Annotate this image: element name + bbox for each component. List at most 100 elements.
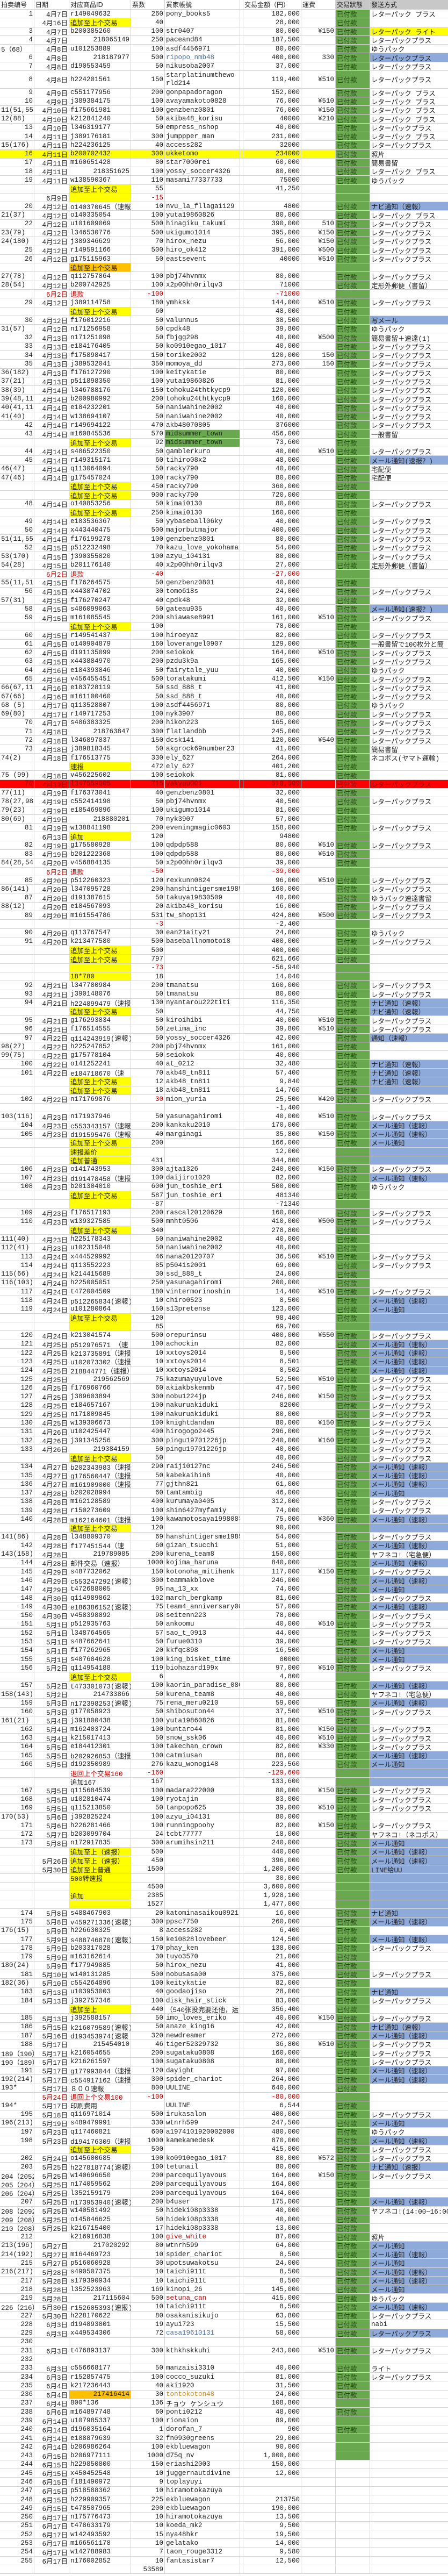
cell-amount[interactable]: 9,500: [243, 2521, 301, 2530]
cell-date[interactable]: 4月11日: [34, 158, 69, 167]
cell-status[interactable]: 已付款: [336, 132, 370, 141]
cell-amount[interactable]: 24,000: [243, 2390, 301, 2399]
cell-status[interactable]: 已付款: [336, 1366, 370, 1375]
cell-delivery-method[interactable]: レターパックプラス: [371, 1438, 432, 1445]
cell-tickets[interactable]: 10: [131, 2486, 165, 2495]
cell-auction-no[interactable]: 243: [0, 2451, 34, 2460]
cell-auction-no[interactable]: [0, 1454, 34, 1462]
cell-delivery-method[interactable]: レターパック プラス: [371, 90, 436, 97]
cell-item-id[interactable]: 217416414: [69, 2390, 131, 2399]
cell-item-id[interactable]: w142788983: [69, 2548, 131, 2556]
cell-amount[interactable]: [243, 2355, 301, 2364]
cell-buyer-account[interactable]: kamekamedesk: [165, 2136, 240, 2145]
cell-amount[interactable]: 29,000: [243, 2434, 301, 2443]
cell-date[interactable]: 4月15日: [34, 613, 69, 622]
cell-amount[interactable]: 120,000: [243, 736, 301, 745]
cell-status[interactable]: 已付款: [336, 2241, 370, 2250]
cell-buyer-account[interactable]: b4user: [165, 2198, 240, 2206]
cell-auction-no[interactable]: 85: [0, 876, 34, 885]
cell-auction-no[interactable]: 232: [0, 2355, 34, 2364]
cell-marker[interactable]: [240, 430, 243, 438]
cell-amount[interactable]: 30,000: [243, 1873, 301, 1883]
cell-status[interactable]: 已付款: [336, 1077, 370, 1086]
cell-item-id[interactable]: b201176140: [69, 561, 131, 570]
cell-amount[interactable]: 40,000: [243, 123, 301, 132]
cell-amount[interactable]: 24,000: [243, 587, 301, 596]
cell-amount[interactable]: 40,000: [243, 1690, 301, 1699]
cell-shipping-fee[interactable]: [301, 2548, 336, 2556]
cell-shipping-fee[interactable]: ¥500: [301, 1217, 336, 1226]
cell-shipping-fee[interactable]: 330: [301, 53, 336, 62]
cell-amount[interactable]: 246,000: [243, 1392, 301, 1401]
cell-date[interactable]: 5月28日: [34, 2294, 69, 2302]
cell-amount[interactable]: 80,000: [243, 211, 301, 219]
cell-amount[interactable]: 164,000: [243, 2189, 301, 2198]
cell-shipping-fee[interactable]: [301, 10, 336, 18]
cell-status[interactable]: 已付款: [336, 53, 370, 62]
cell-item-id[interactable]: l348764565: [69, 1629, 131, 1637]
cell-item-id[interactable]: b202343983（速报: [69, 1462, 131, 1471]
cell-status[interactable]: [336, 193, 370, 202]
header-delivery-method[interactable]: 發送方式: [370, 0, 448, 9]
cell-item-id[interactable]: u102073302（速报: [69, 1357, 131, 1366]
cell-marker[interactable]: [240, 377, 243, 386]
cell-marker[interactable]: [240, 2189, 243, 2198]
cell-item-id[interactable]: w139306673: [69, 1419, 131, 1427]
cell-delivery-method[interactable]: [370, 1279, 448, 1287]
cell-shipping-fee[interactable]: [301, 1690, 336, 1699]
cell-date[interactable]: 4月15日: [34, 552, 69, 561]
cell-tickets[interactable]: 100: [131, 27, 165, 35]
cell-date[interactable]: 6月4日: [34, 2390, 69, 2399]
cell-marker[interactable]: [240, 841, 243, 850]
cell-tickets[interactable]: 60: [131, 307, 165, 316]
header-item-id[interactable]: 对应商品ID: [69, 0, 131, 9]
cell-tickets[interactable]: 130: [131, 998, 165, 1007]
cell-buyer-account[interactable]: sugataku0808: [165, 2057, 240, 2066]
cell-status[interactable]: 已付款: [336, 2206, 370, 2215]
cell-status[interactable]: 已付款: [336, 640, 370, 648]
cell-delivery-method[interactable]: メール通知（速報）: [370, 2031, 448, 2040]
cell-date[interactable]: 4月11日: [34, 141, 69, 149]
cell-buyer-account[interactable]: seiokok: [165, 648, 240, 657]
cell-item-id[interactable]: k213041574: [69, 1331, 131, 1340]
cell-auction-no[interactable]: 47(46): [0, 473, 34, 482]
cell-auction-no[interactable]: 166: [0, 1760, 34, 1769]
cell-delivery-method[interactable]: [370, 2180, 448, 2188]
cell-date[interactable]: 4月20日: [34, 928, 69, 937]
cell-buyer-account[interactable]: give_white: [165, 2232, 240, 2241]
cell-delivery-method[interactable]: メール通知（速報）: [370, 2075, 448, 2084]
cell-buyer-account[interactable]: [165, 955, 240, 963]
cell-tickets[interactable]: 50: [131, 990, 165, 998]
cell-shipping-fee[interactable]: [301, 543, 336, 552]
cell-amount[interactable]: 129,000: [243, 640, 301, 648]
cell-item-id[interactable]: k217236443: [69, 2381, 131, 2390]
cell-buyer-account[interactable]: madara222000: [165, 1786, 240, 1795]
cell-item-id[interactable]: f177451544（速: [69, 1541, 131, 1550]
cell[interactable]: [34, 2565, 69, 2574]
cell-status[interactable]: 已付款: [336, 1016, 370, 1025]
cell-buyer-account[interactable]: xxtoys2014: [165, 1366, 240, 1375]
cell-shipping-fee[interactable]: [301, 885, 336, 893]
cell-delivery-method[interactable]: [370, 1962, 448, 1970]
cell-status[interactable]: 已付款: [336, 281, 370, 290]
cell-auction-no[interactable]: 149: [0, 1602, 34, 1611]
cell-shipping-fee[interactable]: ¥510: [301, 1287, 336, 1296]
cell-date[interactable]: 4月18日: [34, 745, 69, 753]
cell-buyer-account[interactable]: [165, 2337, 240, 2346]
cell-delivery-method[interactable]: 写メール: [370, 316, 448, 325]
cell-auction-no[interactable]: 103(116): [1, 1112, 34, 1121]
cell-date[interactable]: [34, 1873, 69, 1883]
cell-status[interactable]: 已付款: [336, 596, 370, 605]
cell-auction-no[interactable]: 161(21): [0, 1716, 34, 1725]
cell-delivery-method[interactable]: [370, 2084, 448, 2092]
cell-date[interactable]: 4月8日: [34, 53, 69, 62]
cell-marker[interactable]: [240, 2066, 243, 2075]
cell-tickets[interactable]: 60: [131, 456, 165, 464]
cell-shipping-fee[interactable]: [301, 1944, 336, 1952]
cell-buyer-account[interactable]: [165, 263, 240, 272]
cell-marker[interactable]: [240, 123, 243, 132]
cell-marker[interactable]: [240, 762, 243, 771]
cell-item-id[interactable]: n171769876: [69, 1094, 131, 1104]
cell-buyer-account[interactable]: tontokoton48: [165, 2390, 240, 2399]
cell-date[interactable]: 5月17日: [34, 2057, 69, 2066]
